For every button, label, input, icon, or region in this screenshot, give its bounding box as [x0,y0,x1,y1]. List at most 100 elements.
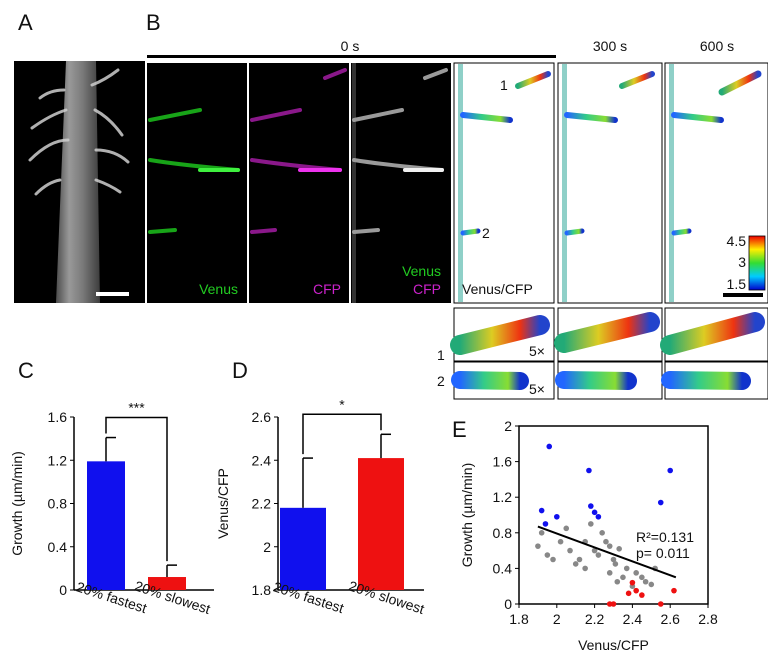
y-tick-label: 1.8 [252,582,272,598]
data-point [648,581,655,588]
y-tick-label: 2 [263,539,271,555]
data-point [538,507,545,514]
panel-b-merge-image: Venus CFP [351,63,451,303]
colorbar-tick-max: 4.5 [727,233,747,249]
data-point [538,530,545,536]
panel-label-c: C [18,358,34,383]
x-tick-label: 2.4 [623,611,643,627]
data-point [610,601,617,607]
timepoint-0s: 0 s [341,38,360,54]
label-merge-venus: Venus [402,263,441,279]
annotation-r2: R²=0.131 [636,529,694,545]
label-venus: Venus [199,281,238,297]
data-point [633,570,639,576]
data-point [612,561,619,567]
x-axis-label: Venus/CFP [578,637,649,653]
data-point [667,467,673,474]
y-tick-label: 0.4 [493,560,513,576]
data-point [595,513,602,520]
y-axis-label: Growth (µm/min) [459,463,475,568]
data-point [625,590,632,597]
plot-frame [518,425,709,605]
panel-b-ratio-300s [557,62,663,304]
root-hair-label-1: 1 [500,77,508,93]
panel-a-image [14,61,145,303]
data-point [544,552,551,558]
data-point [591,509,598,516]
data-point [639,592,645,598]
data-point [550,556,556,563]
data-point [599,530,605,536]
y-axis-label: Growth (µm/min) [9,451,25,556]
fit-line [537,525,677,579]
x-tick-label: 1.8 [509,611,529,627]
data-point [563,525,570,532]
bar [87,461,125,590]
data-point [595,552,602,558]
x-tick-label: 2.6 [660,611,680,627]
data-point [642,578,649,585]
y-tick-label: 1.2 [493,489,513,505]
data-point [620,574,626,581]
significance-stars: * [339,396,345,412]
bar [280,507,326,590]
x-tick-label: 2 [553,611,561,627]
colorbar-tick-min: 1.5 [727,276,747,292]
data-point [616,546,622,552]
data-point [657,499,664,506]
significance-bracket [302,413,382,455]
data-point [591,547,598,554]
data-point [557,538,564,545]
zoom-label-1: 5× [529,343,545,359]
significance-bracket [105,416,168,562]
panel-label-e: E [452,417,467,442]
data-point [546,443,553,450]
significance-stars: *** [128,400,145,416]
data-point [588,503,594,509]
y-tick-label: 0.8 [493,525,513,541]
panel-b-venus-image: Venus [147,63,247,303]
y-tick-label: 1.6 [48,409,68,425]
timepoint-300s: 300 s [593,38,627,54]
data-point [606,570,613,576]
root-hair-label-2: 2 [482,225,490,241]
data-point [603,538,609,545]
scale-bar-a [96,292,129,296]
annotation-p: p= 0.011 [636,545,690,561]
bar [148,577,186,590]
y-tick-label: 2.4 [252,452,272,468]
data-point [586,467,592,474]
panel-b-header: 0 s 300 s 600 s [147,38,734,58]
zoom-row-label-2: 2 [437,373,445,389]
y-tick-label: 2 [504,418,512,434]
chart-e: 1.8 2 2.2 2.4 2.6 2.8 0 0.4 0.8 1.2 1.6 2 Venus/CFP G… [459,418,718,653]
y-tick-label: 0 [504,596,512,612]
y-tick-label: 1.2 [48,452,68,468]
y-axis-label: Venus/CFP [215,468,231,539]
bar [358,458,404,590]
y-tick-label: 0.8 [48,496,68,512]
data-point [657,601,664,607]
y-tick-label: 2.2 [252,496,272,512]
data-point [542,521,549,527]
data-point [567,547,573,554]
data-point [535,543,541,549]
panel-label-a: A [18,10,33,35]
data-point [633,587,639,594]
y-tick-label: 0.4 [48,539,68,555]
data-point [588,521,594,527]
data-point [639,574,645,581]
panel-label-d: D [232,358,248,383]
scale-bar-b [723,293,763,297]
panel-b-zoom-row-1: 1 5× [437,307,768,363]
panel-b-cfp-image: CFP [249,63,349,303]
data-point [582,565,588,572]
data-point [576,556,583,563]
data-point [629,579,636,586]
panel-b-ratio-0s: 1 2 Venus/CFP [453,62,555,304]
colorbar [748,235,766,291]
y-tick-label: 0 [59,582,67,598]
